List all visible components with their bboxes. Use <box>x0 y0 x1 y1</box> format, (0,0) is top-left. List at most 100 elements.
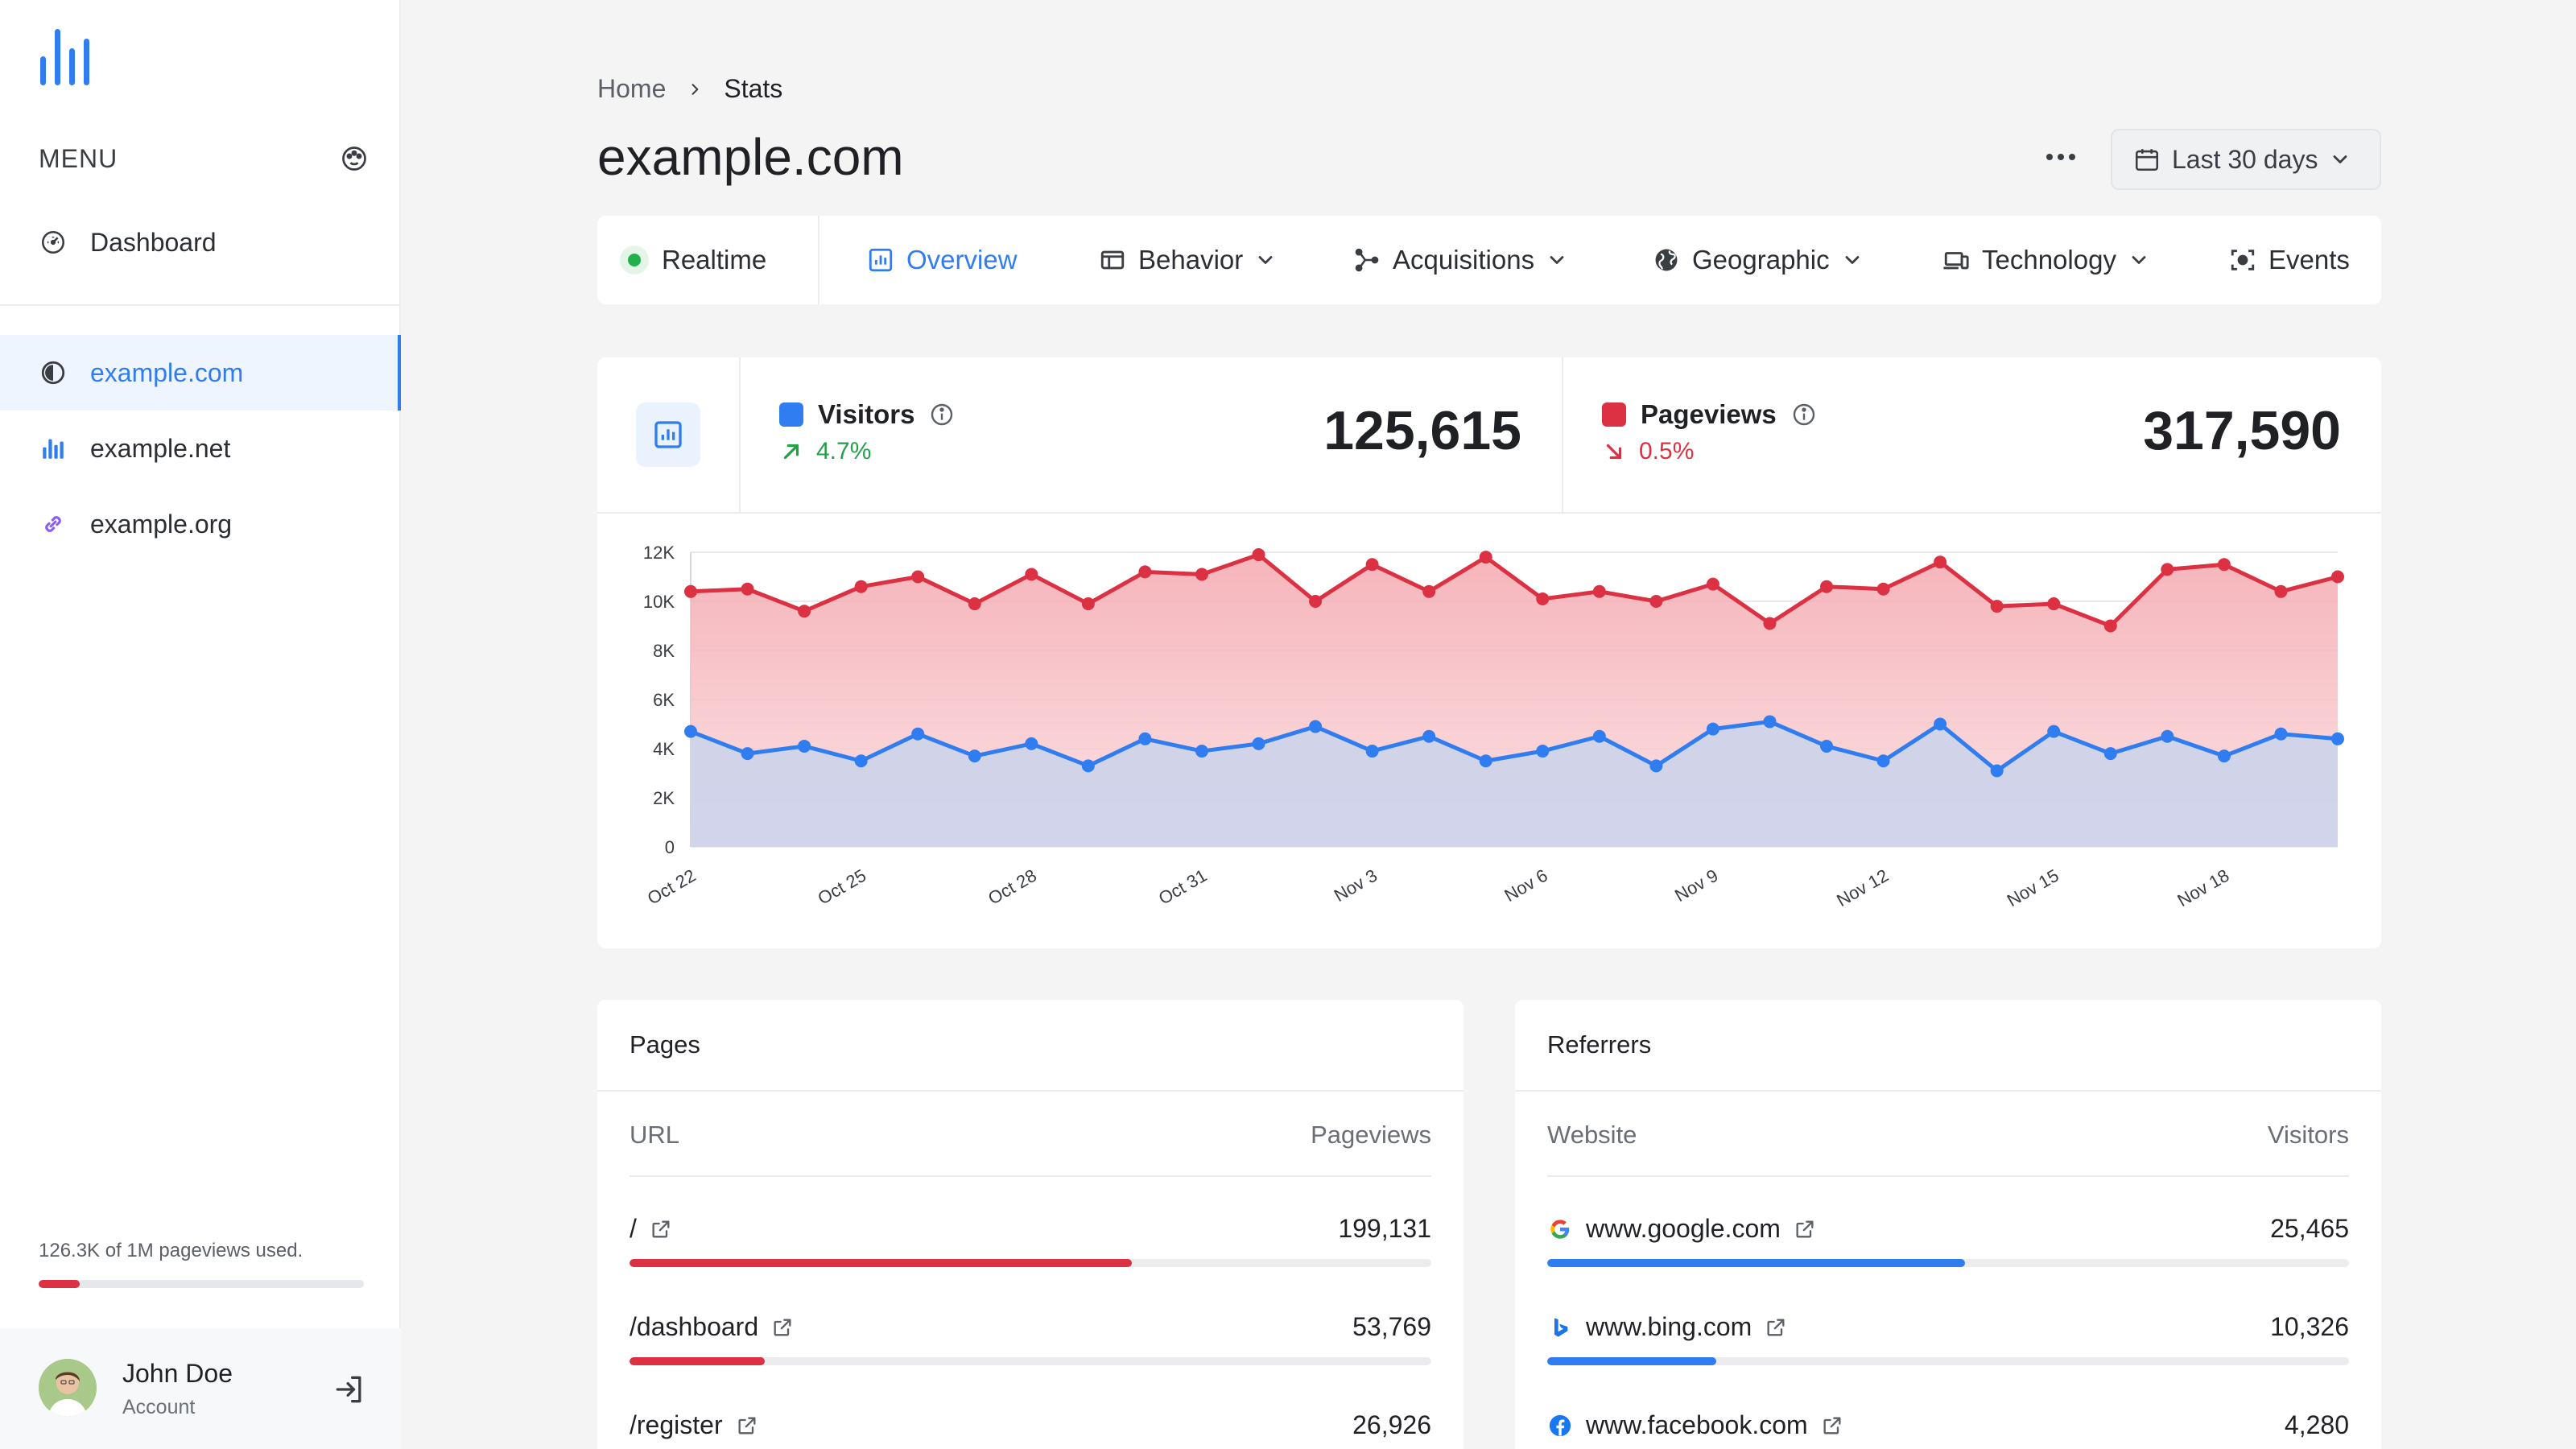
external-link-icon[interactable] <box>1821 1414 1843 1437</box>
referrers-row[interactable]: www.google.com 25,465 <box>1547 1206 2349 1294</box>
tab-realtime[interactable]: Realtime <box>620 216 766 304</box>
y-tick-label: 2K <box>653 788 675 808</box>
referrers-col-website: Website <box>1547 1121 1637 1149</box>
visitors-point <box>684 724 697 738</box>
sidebar-item-site-2[interactable]: example.net <box>0 411 401 486</box>
visitors-point <box>2274 727 2288 741</box>
row-bar-fill <box>1547 1259 1965 1267</box>
pageviews-point <box>1536 592 1550 605</box>
more-horizontal-icon <box>2046 154 2075 160</box>
breadcrumb-home[interactable]: Home <box>597 74 667 103</box>
referrer-site-text[interactable]: www.bing.com <box>1586 1312 1752 1341</box>
card-divider <box>597 1090 1463 1092</box>
target-focus-icon <box>2228 246 2257 275</box>
tab-acquisitions[interactable]: Acquisitions <box>1352 216 1568 304</box>
external-link-icon[interactable] <box>650 1218 672 1241</box>
tab-label: Technology <box>1982 245 2116 275</box>
date-range-button[interactable]: Last 30 days <box>2111 129 2381 190</box>
visitors-point <box>1536 745 1550 758</box>
external-link-icon[interactable] <box>1794 1218 1816 1241</box>
referrers-col-visitors[interactable]: Visitors <box>2267 1121 2349 1149</box>
page-url-text[interactable]: /dashboard <box>630 1312 759 1341</box>
external-link-icon[interactable] <box>736 1414 758 1437</box>
page-url: /register <box>630 1410 758 1440</box>
sidebar-item-site-1[interactable]: example.com <box>0 335 401 411</box>
pageviews-point <box>854 580 868 593</box>
visitors-point <box>1422 729 1436 743</box>
visitors-point <box>2047 724 2061 738</box>
tab-events[interactable]: Events <box>2228 216 2350 304</box>
y-tick-label: 8K <box>653 641 675 661</box>
visitors-point <box>1365 745 1379 758</box>
visitors-point <box>2161 729 2174 743</box>
referrers-row[interactable]: www.facebook.com 4,280 <box>1547 1402 2349 1449</box>
referrer-visitors: 4,280 <box>2284 1410 2349 1439</box>
page-url: / <box>630 1214 672 1244</box>
visitors-point <box>1309 720 1323 733</box>
pageviews-point <box>1309 595 1323 608</box>
pageviews-point <box>1820 580 1834 593</box>
row-bar-fill <box>1547 1357 1717 1365</box>
referrer-site-text[interactable]: www.facebook.com <box>1586 1410 1808 1439</box>
info-icon[interactable] <box>929 402 955 427</box>
pageviews-line <box>690 552 2339 628</box>
sidebar-item-site-3[interactable]: example.org <box>0 486 401 562</box>
visitors-line <box>690 719 2339 773</box>
chevron-down-icon <box>1550 256 1564 264</box>
y-tick-label: 6K <box>653 690 675 710</box>
pageviews-point <box>2331 570 2344 584</box>
visitors-header: Visitors <box>779 399 955 430</box>
pageviews-point <box>798 605 811 618</box>
referrer-site: www.facebook.com <box>1547 1410 1843 1440</box>
sidebar-item-label: example.org <box>90 509 233 539</box>
pageviews-change-value: 0.5% <box>1639 438 1695 464</box>
chart-icon <box>654 421 682 448</box>
external-link-icon[interactable] <box>771 1316 794 1339</box>
tab-geographic[interactable]: Geographic <box>1652 216 1864 304</box>
account-subtitle: Account <box>122 1396 196 1418</box>
pageviews-point <box>968 597 981 611</box>
pageviews-point <box>1081 597 1095 611</box>
referrers-row[interactable]: www.bing.com 10,326 <box>1547 1304 2349 1393</box>
tab-overview[interactable]: Overview <box>866 216 1018 304</box>
live-indicator-icon <box>620 246 649 275</box>
google-icon <box>1547 1216 1573 1242</box>
x-tick-label: Oct 22 <box>644 865 700 909</box>
header-divider <box>630 1175 1431 1177</box>
row-bar <box>630 1259 1431 1267</box>
chart-toggle-button[interactable] <box>636 402 700 467</box>
palette-icon[interactable] <box>340 144 369 173</box>
sidebar-divider <box>0 304 401 306</box>
pages-col-pageviews[interactable]: Pageviews <box>1311 1121 1431 1149</box>
referrer-site-text[interactable]: www.google.com <box>1586 1214 1781 1243</box>
referrer-site: www.google.com <box>1547 1214 1816 1244</box>
pageviews-point <box>1990 600 2004 613</box>
avatar[interactable] <box>39 1359 97 1417</box>
more-options-button[interactable] <box>2037 137 2085 177</box>
pages-row[interactable]: /dashboard 53,769 <box>630 1304 1431 1393</box>
visitors-stat[interactable]: Visitors 4.7% 125,615 <box>741 357 1563 512</box>
pageviews-point <box>1763 617 1777 630</box>
visitors-point <box>1763 715 1777 729</box>
pageviews-point <box>1138 565 1152 579</box>
sidebar-item-dashboard[interactable]: Dashboard <box>0 204 401 280</box>
usage-bar-fill <box>39 1280 80 1288</box>
tab-technology[interactable]: Technology <box>1942 216 2150 304</box>
logout-icon[interactable] <box>332 1372 367 1407</box>
tab-behavior[interactable]: Behavior <box>1098 216 1277 304</box>
pages-row[interactable]: /register 26,926 <box>630 1402 1431 1449</box>
gauge-icon <box>37 226 69 258</box>
info-icon[interactable] <box>1791 402 1817 427</box>
breadcrumb: Home Stats <box>597 74 782 104</box>
page-url-text[interactable]: /register <box>630 1410 723 1439</box>
visitors-point <box>968 749 981 763</box>
page-url-text[interactable]: / <box>630 1214 637 1243</box>
pages-row[interactable]: / 199,131 <box>630 1206 1431 1294</box>
pageviews-stat[interactable]: Pageviews 0.5% 317,590 <box>1563 357 2381 512</box>
tab-divider <box>818 216 819 304</box>
account-panel[interactable]: John Doe Account <box>0 1328 401 1449</box>
logo-icon[interactable] <box>37 24 101 89</box>
referrer-site: www.bing.com <box>1547 1312 1787 1342</box>
external-link-icon[interactable] <box>1765 1316 1787 1339</box>
facebook-icon <box>1547 1413 1573 1439</box>
